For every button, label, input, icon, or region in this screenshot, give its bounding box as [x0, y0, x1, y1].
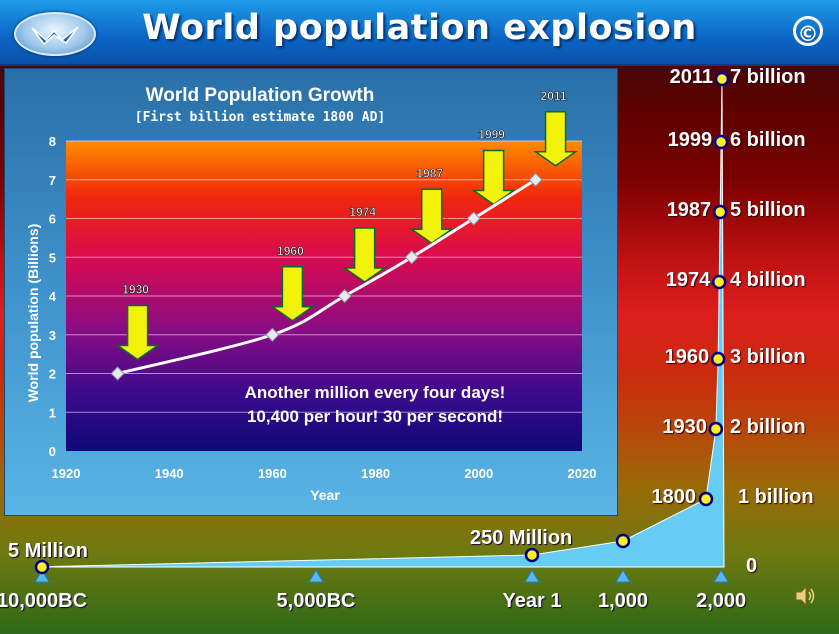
logo-emblem-icon [31, 26, 79, 46]
inset-chart-title: World Population Growth [146, 85, 375, 106]
annotation-line-2: 10,400 per hour! 30 per second! [247, 407, 503, 426]
x-tick-label: 1960 [258, 466, 287, 481]
milestone-marker [708, 421, 724, 437]
logo [14, 12, 96, 56]
title-bar: World population explosion © [0, 0, 839, 66]
x-tick-marker [524, 569, 540, 583]
y-tick-label: 2 [49, 367, 56, 382]
milestone-marker [710, 351, 726, 367]
year-arrow [115, 304, 160, 361]
population-area [41, 78, 725, 568]
y-tick-label: 6 [49, 212, 56, 227]
milestone-value-label: 6 billion [730, 129, 806, 151]
data-point [337, 288, 352, 304]
milestone-marker [615, 533, 631, 549]
milestone-marker [34, 559, 50, 575]
y-tick-label: 4 [49, 289, 57, 304]
x-axis-label: Year [310, 487, 340, 503]
y-tick-label: 5 [49, 250, 56, 265]
milestone-year-label: 1960 [664, 346, 710, 368]
inset-chart-subtitle: [First billion estimate 1800 AD] [135, 110, 385, 125]
x-tick-label: 2020 [568, 466, 597, 481]
x-tick-label: 1980 [361, 466, 390, 481]
y-tick-label: 8 [49, 134, 56, 149]
milestone-value-label: 5 billion [730, 199, 806, 221]
y-tick-label: 7 [49, 173, 56, 188]
y-tick-label: 1 [49, 405, 56, 420]
arrow-year-label: 1930 [122, 283, 149, 297]
arrow-year-label: 1960 [277, 244, 304, 258]
x-tick-label: 1920 [52, 466, 81, 481]
milestone-value-label: 1 billion [738, 486, 814, 508]
data-point [404, 250, 419, 265]
milestone-value-label: 7 billion [730, 66, 806, 88]
data-point [265, 327, 280, 342]
milestone-marker [711, 274, 727, 290]
milestone-year-label: 1974 [665, 269, 711, 291]
y-tick-label: 0 [49, 444, 56, 459]
x-tick-label: 10,000BC [0, 590, 88, 612]
milestone-marker [524, 547, 540, 563]
milestone-marker [714, 71, 730, 87]
milestone-marker [713, 134, 729, 150]
x-tick-marker [308, 569, 324, 583]
milestone-marker [712, 204, 728, 220]
arrow-year-label: 1999 [478, 128, 505, 142]
x-tick-label: 2000 [464, 466, 493, 481]
arrow-year-label: 1987 [416, 166, 443, 180]
arrow-year-label: 2011 [541, 89, 567, 103]
milestone-label: 5 Million [8, 540, 88, 562]
year-arrow [270, 266, 315, 322]
x-tick-label: 1,000 [597, 590, 649, 612]
annotation-line-1: Another million every four days! [245, 383, 506, 402]
data-point [466, 211, 481, 226]
x-tick-marker [713, 569, 730, 583]
milestone-value-label: 2 billion [730, 416, 806, 438]
milestone-year-label: 1999 [667, 129, 713, 151]
arrow-year-label: 1974 [349, 205, 376, 219]
x-tick-marker [615, 569, 631, 583]
data-point [110, 366, 125, 381]
milestone-year-label: 1987 [666, 199, 712, 221]
x-tick-label: 5,000BC [276, 590, 356, 612]
milestone-value-label: 4 billion [730, 269, 806, 291]
year-arrow [409, 188, 455, 245]
y-tick-label: 3 [49, 328, 56, 343]
x-tick-label: 1940 [155, 466, 184, 481]
page-title: World population explosion [142, 8, 697, 48]
speaker-icon[interactable] [794, 585, 818, 607]
y-axis-label: World population (Billions) [25, 224, 41, 403]
zero-label: 0 [746, 555, 758, 577]
x-tick-label: 2,000 [696, 590, 747, 612]
data-point [528, 172, 543, 187]
milestone-label: 250 Million [470, 527, 573, 549]
milestone-marker [698, 491, 714, 507]
milestone-value-label: 3 billion [730, 346, 806, 368]
x-tick-label: Year 1 [502, 590, 562, 612]
copyright-icon: © [793, 16, 823, 46]
year-arrow [342, 227, 388, 283]
milestone-year-label: 2011 [669, 66, 713, 88]
milestone-year-label: 1930 [662, 416, 707, 438]
year-arrow [533, 111, 578, 167]
x-tick-marker [34, 569, 50, 583]
milestone-year-label: 1800 [651, 486, 697, 508]
year-arrow [471, 149, 517, 206]
